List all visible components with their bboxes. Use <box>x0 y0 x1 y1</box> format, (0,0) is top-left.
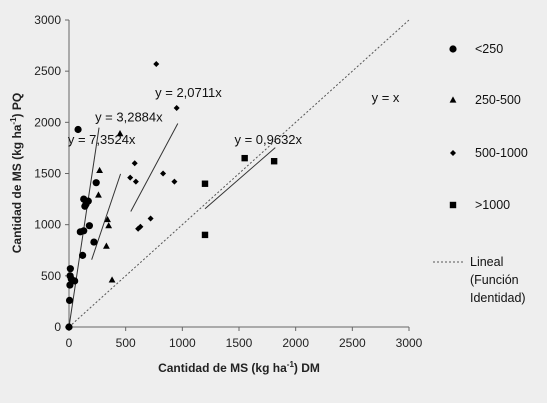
legend-marker <box>449 96 457 103</box>
identity-line <box>68 19 410 328</box>
y-tick-label: 1500 <box>34 167 61 181</box>
data-point <box>92 179 100 187</box>
x-tick-label: 500 <box>116 336 136 350</box>
x-tick-label: 3000 <box>396 336 423 350</box>
data-points <box>65 61 278 331</box>
legend-label: >1000 <box>475 198 510 212</box>
data-point <box>66 281 74 289</box>
y-axis-title: Cantidad de MS (kg ha-1) PQ <box>9 93 24 253</box>
identity-line-group: y = x <box>68 19 410 328</box>
data-point <box>147 215 154 222</box>
trendline-group: y = 7,3524x y = 3,2884x y = 2,0711x y = 0,9… <box>68 85 303 328</box>
data-point <box>74 125 82 134</box>
data-point <box>201 231 209 239</box>
data-point <box>79 251 87 259</box>
trendline <box>91 173 122 260</box>
y-tick-label: 2000 <box>34 115 61 129</box>
data-point <box>108 276 116 283</box>
legend-label: 250-500 <box>475 93 521 107</box>
data-point <box>116 129 124 137</box>
data-point <box>90 238 98 246</box>
trendline-equation-label: y = 3,2884x <box>95 109 163 124</box>
legend-marker <box>449 45 457 53</box>
x-tick-label: 1000 <box>169 336 196 350</box>
identity-line-label: y = x <box>372 90 400 105</box>
x-tick-label: 1500 <box>226 336 253 350</box>
data-point <box>137 223 144 230</box>
y-tick-label: 3000 <box>34 13 61 27</box>
data-point <box>71 277 79 285</box>
data-point <box>160 170 167 177</box>
x-tick-label: 2500 <box>339 336 366 350</box>
legend-label: <250 <box>475 42 503 56</box>
y-tick-label: 2500 <box>34 64 61 78</box>
data-point <box>105 222 113 229</box>
y-tick-label: 500 <box>41 269 61 283</box>
data-point <box>65 296 74 304</box>
data-point <box>173 105 180 112</box>
trendline-equation-label: y = 0,9632x <box>234 132 302 147</box>
data-point <box>84 197 92 205</box>
legend-identity-label: Identidad) <box>470 291 526 305</box>
trendline-equation-label: y = 2,0711x <box>155 85 222 100</box>
trendline <box>204 147 276 210</box>
data-point <box>103 242 110 249</box>
data-point <box>171 178 178 185</box>
legend-identity-label: (Función <box>470 273 519 287</box>
trendline <box>130 123 179 212</box>
data-point <box>127 174 134 181</box>
data-point <box>241 154 248 162</box>
y-tick-label: 0 <box>54 320 61 334</box>
trendline-equation-label: y = 7,3524x <box>68 132 136 147</box>
data-point <box>80 227 88 235</box>
legend: <250 250-500 500-1000 >1000 Lineal (Función Id… <box>433 42 528 305</box>
data-point <box>65 323 73 331</box>
data-point <box>153 61 160 68</box>
legend-marker <box>450 150 456 156</box>
data-point <box>132 178 139 185</box>
data-point <box>96 166 103 174</box>
data-point <box>85 222 93 230</box>
legend-identity-label: Lineal <box>470 255 503 269</box>
data-point <box>201 180 209 187</box>
x-axis-title: Cantidad de MS (kg ha-1) DM <box>158 360 320 375</box>
data-point <box>270 158 278 165</box>
legend-label: 500-1000 <box>475 146 528 160</box>
data-point <box>66 265 74 273</box>
data-point <box>104 215 111 223</box>
x-tick-label: 0 <box>66 336 73 350</box>
tick-group: 0 500 1000 1500 2000 2500 3000 0 500 1000 1500 2000… <box>34 13 422 350</box>
data-point <box>95 191 102 198</box>
legend-marker <box>449 201 457 209</box>
y-tick-label: 1000 <box>34 218 61 232</box>
x-tick-label: 2000 <box>282 336 309 350</box>
data-point <box>131 160 138 167</box>
